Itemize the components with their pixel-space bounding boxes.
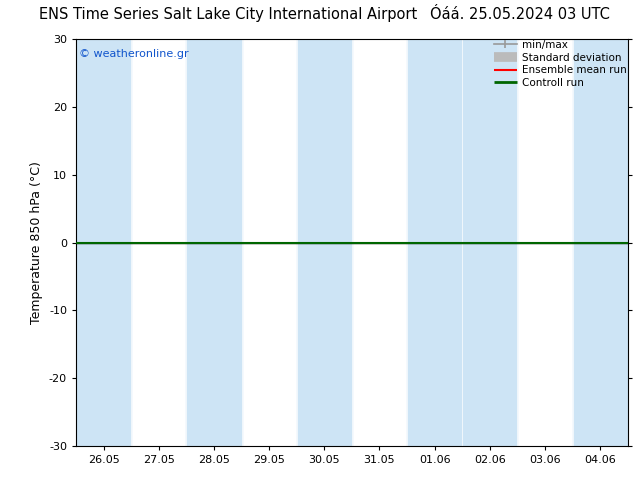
Bar: [186, 39, 242, 446]
Bar: [297, 39, 352, 446]
Y-axis label: Temperature 850 hPa (°C): Temperature 850 hPa (°C): [30, 161, 43, 324]
Legend: min/max, Standard deviation, Ensemble mean run, Controll run: min/max, Standard deviation, Ensemble me…: [494, 40, 626, 88]
Text: © weatheronline.gr: © weatheronline.gr: [79, 49, 188, 59]
Text: ENS Time Series Salt Lake City International Airport: ENS Time Series Salt Lake City Internati…: [39, 7, 417, 22]
Bar: [462, 39, 517, 446]
Bar: [76, 39, 131, 446]
Bar: [573, 39, 628, 446]
Text: Óáá. 25.05.2024 03 UTC: Óáá. 25.05.2024 03 UTC: [430, 7, 610, 22]
Bar: [407, 39, 462, 446]
